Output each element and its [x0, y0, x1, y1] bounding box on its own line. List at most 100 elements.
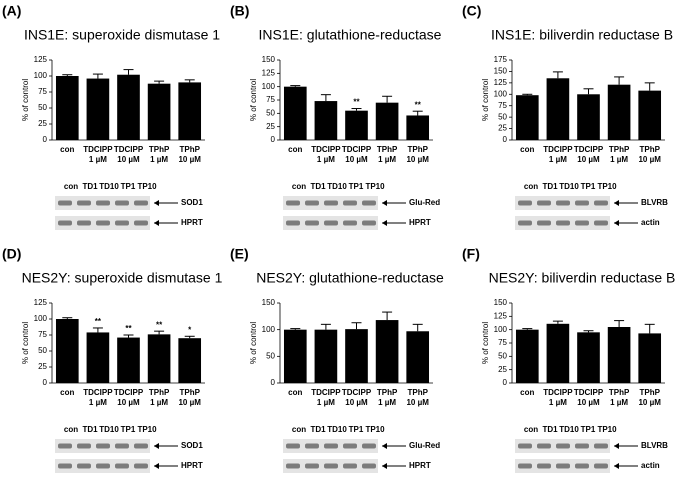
arrow-head — [382, 463, 387, 469]
bar — [86, 78, 110, 140]
blot-band — [362, 443, 376, 449]
bar — [314, 329, 338, 383]
blot-band — [115, 463, 129, 469]
x-tick-label: TPhP — [377, 145, 398, 154]
y-tick-label: 75 — [38, 87, 47, 96]
arrow-head — [382, 200, 387, 206]
panel-label: (F) — [462, 246, 480, 262]
bar — [147, 83, 171, 140]
lane-label: TP10 — [597, 425, 617, 434]
y-axis-label: % of control — [249, 79, 258, 121]
blot-band — [134, 443, 148, 449]
blot-band — [594, 463, 608, 469]
lane-label: TD10 — [327, 182, 347, 191]
blot-band — [343, 463, 357, 469]
bar — [375, 102, 399, 140]
blot-band — [343, 220, 357, 226]
bar — [86, 332, 110, 383]
blot-band — [96, 463, 110, 469]
y-tick-label: 125 — [262, 68, 276, 77]
arrow-head — [614, 463, 619, 469]
y-tick-label: 50 — [498, 351, 507, 360]
x-tick-label: 1 µM — [89, 398, 107, 407]
lane-label: con — [292, 182, 306, 191]
x-tick-label: 1 µM — [317, 398, 335, 407]
lane-label: TP1 — [121, 182, 136, 191]
x-tick-label: 10 µM — [577, 398, 600, 407]
y-tick-label: 0 — [271, 378, 276, 387]
lane-label: TD10 — [99, 425, 119, 434]
arrow-head — [154, 443, 159, 449]
x-tick-label: TPhP — [407, 145, 428, 154]
blot-band — [324, 443, 338, 449]
panel-label: (D) — [2, 246, 21, 262]
y-tick-label: 100 — [262, 82, 276, 91]
x-tick-label: 10 µM — [178, 155, 201, 164]
bar — [546, 78, 570, 140]
y-tick-label: 150 — [494, 298, 508, 307]
x-tick-label: con — [288, 388, 302, 397]
y-tick-label: 50 — [38, 346, 47, 355]
x-tick-label: TDCIPP — [83, 145, 113, 154]
x-tick-label: TDCIPP — [342, 388, 372, 397]
blot-band — [556, 220, 570, 226]
blot-band — [594, 220, 608, 226]
blot-band — [575, 443, 589, 449]
panel-label: (C) — [462, 3, 481, 19]
y-tick-label: 0 — [271, 135, 276, 144]
x-tick-label: 10 µM — [638, 398, 661, 407]
lane-label: con — [64, 425, 78, 434]
x-tick-label: TDCIPP — [574, 145, 604, 154]
arrow-head — [154, 463, 159, 469]
lane-label: con — [524, 182, 538, 191]
arrow-head — [614, 200, 619, 206]
significance: ** — [415, 100, 422, 109]
y-tick-label: 125 — [34, 298, 48, 307]
bar — [345, 110, 368, 140]
x-tick-label: 10 µM — [117, 155, 140, 164]
lane-label: con — [524, 425, 538, 434]
x-tick-label: 10 µM — [406, 398, 429, 407]
x-tick-label: TDCIPP — [543, 388, 573, 397]
blot-band — [594, 200, 608, 206]
blot-band — [134, 220, 148, 226]
y-tick-label: 150 — [494, 67, 508, 76]
x-tick-label: 1 µM — [549, 155, 567, 164]
blot-band — [96, 200, 110, 206]
y-tick-label: 50 — [38, 103, 47, 112]
x-tick-label: TPhP — [609, 388, 630, 397]
lane-label: TD1 — [82, 425, 98, 434]
band-label: HPRT — [181, 218, 203, 227]
significance: ** — [156, 320, 163, 329]
lane-label: TD1 — [542, 425, 558, 434]
bar — [515, 95, 539, 140]
blot-band — [343, 443, 357, 449]
significance: ** — [125, 324, 132, 333]
blot-band — [58, 220, 72, 226]
y-tick-label: 25 — [266, 122, 275, 131]
blot-band — [343, 200, 357, 206]
x-tick-label: TPhP — [639, 145, 660, 154]
bar — [406, 331, 430, 383]
arrow-head — [382, 220, 387, 226]
arrow-head — [614, 220, 619, 226]
band-label: BLVRB — [641, 441, 668, 450]
chart-title: INS1E: biliverdin reductase B — [491, 27, 673, 43]
lane-label: con — [64, 182, 78, 191]
y-tick-label: 75 — [498, 101, 507, 110]
band-label: SOD1 — [181, 198, 203, 207]
y-tick-label: 0 — [503, 378, 508, 387]
lane-label: TD1 — [310, 182, 326, 191]
y-tick-label: 50 — [266, 351, 275, 360]
lane-label: TD1 — [310, 425, 326, 434]
x-tick-label: 10 µM — [117, 398, 140, 407]
panel-label: (A) — [2, 3, 21, 19]
chart-title: INS1E: superoxide dismutase 1 — [24, 27, 220, 43]
x-tick-label: 10 µM — [638, 155, 661, 164]
x-tick-label: TDCIPP — [342, 145, 372, 154]
blot-band — [575, 220, 589, 226]
y-tick-label: 50 — [266, 108, 275, 117]
bar — [515, 329, 539, 383]
blot-band — [286, 443, 300, 449]
x-tick-label: 10 µM — [345, 398, 368, 407]
